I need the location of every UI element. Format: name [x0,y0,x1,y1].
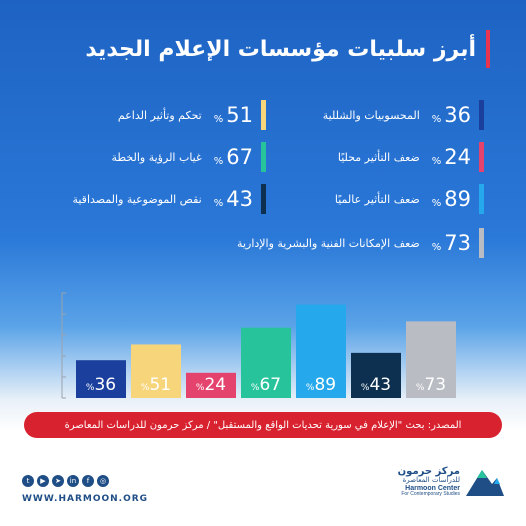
legend-number: 89 [444,187,471,211]
legend-label: المحسوبيات والشللية [322,108,420,122]
bar [186,372,236,398]
legend-swatch [261,184,266,214]
legend-swatch [479,184,484,214]
legend-label: غياب الرؤية والخطة [111,150,202,164]
title-accent-bar [486,30,490,68]
bar [76,360,126,398]
legend-item: % 51 تحكم وتأثير الداعم [118,100,266,130]
youtube-icon[interactable]: ▶ [37,475,49,487]
bar-data-label: %43 [361,375,391,395]
instagram-icon[interactable]: ◎ [97,475,109,487]
legend-value: % 67 [214,145,253,169]
bar [296,304,346,398]
legend-number: 43 [226,187,253,211]
legend-swatch [479,228,484,258]
bar [351,352,401,398]
linkedin-icon[interactable]: in [67,475,79,487]
legend-percent-sign: % [431,242,442,253]
mountain-logo-icon [466,470,504,496]
legend-swatch [479,100,484,130]
bar-data-label: %89 [306,375,336,395]
legend-value: % 24 [432,145,471,169]
legend-number: 51 [226,103,253,127]
legend-number: 67 [226,145,253,169]
legend-swatch [261,142,266,172]
legend-label: ضعف التأثير محليًا [337,150,420,164]
bar [131,344,181,398]
legend-number: 36 [444,103,471,127]
legend-value: % 73 [432,231,471,255]
legend-item: % 89 ضعف التأثير عالميًا [335,184,484,214]
bar-data-label: %24 [196,375,226,395]
legend-item: % 67 غياب الرؤية والخطة [111,142,266,172]
chart-title: أبرز سلبيات مؤسسات الإعلام الجديد [85,36,476,62]
logo-english: Harmoon Center [405,484,460,492]
source-text: المصدر: بحث "الإعلام في سورية تحديات الو… [64,419,462,431]
legend-item: % 36 المحسوبيات والشللية [323,100,484,130]
legend-value: % 36 [432,103,471,127]
facebook-icon[interactable]: f [82,475,94,487]
telegram-icon[interactable]: ➤ [52,475,64,487]
legend-percent-sign: % [431,156,442,167]
legend-value: % 43 [214,187,253,211]
legend-swatch [479,142,484,172]
legend-value: % 89 [432,187,471,211]
legend-label: ضعف التأثير عالميًا [334,192,420,206]
source-banner: المصدر: بحث "الإعلام في سورية تحديات الو… [24,412,502,438]
twitter-icon[interactable]: t [22,475,34,487]
legend-percent-sign: % [431,114,442,125]
legend-value: % 51 [214,103,253,127]
logo-english-sub: For Contemporary Studies [401,491,460,498]
legend-label: نقص الموضوعية والمصداقية [72,192,202,206]
legend-swatch [261,100,266,130]
legend-percent-sign: % [213,114,224,125]
bar-data-label: %67 [251,375,281,395]
legend-label: ضعف الإمكانات الفنية والبشرية والإدارية [237,236,420,250]
logo-text: مركز حرمون للدراسات المعاصرة Harmoon Cen… [398,466,460,498]
legend-percent-sign: % [213,156,224,167]
bar-data-label: %51 [141,375,171,395]
legend-label: تحكم وتأثير الداعم [117,108,202,122]
social-icons: t ▶ ➤ in f ◎ [22,475,109,487]
logo-arabic: مركز حرمون [397,466,460,477]
website-link[interactable]: WWW.HARMOON.ORG [22,494,149,504]
legend-number: 24 [444,145,471,169]
legend-item: % 73 ضعف الإمكانات الفنية والبشرية والإدار… [237,228,484,258]
logo-arabic-sub: للدراسات المعاصرة [402,476,460,484]
legend-percent-sign: % [431,198,442,209]
harmoon-logo: مركز حرمون للدراسات المعاصرة Harmoon Cen… [398,466,504,498]
legend-percent-sign: % [213,198,224,209]
legend-item: % 24 ضعف التأثير محليًا [338,142,484,172]
legend-number: 73 [444,231,471,255]
bar-data-label: %73 [416,375,446,395]
bar [241,327,291,398]
bar [406,321,456,398]
legend-item: % 43 نقص الموضوعية والمصداقية [72,184,266,214]
bar-data-label: %36 [86,375,116,395]
title-block: أبرز سلبيات مؤسسات الإعلام الجديد [85,30,490,68]
